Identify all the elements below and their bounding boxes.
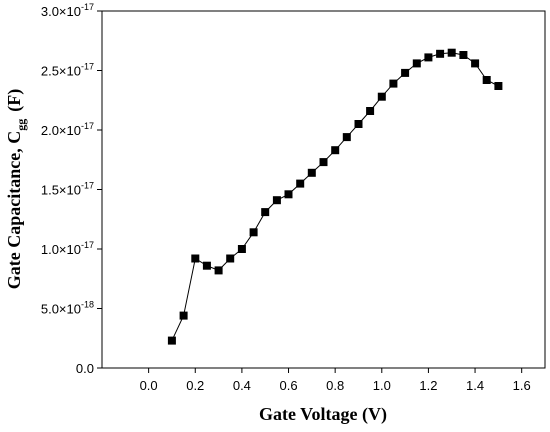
data-point bbox=[167, 336, 176, 345]
data-point bbox=[354, 120, 363, 128]
y-axis-title-main: Gate Capacitance, C bbox=[4, 131, 24, 289]
x-tick-label: 0.0 bbox=[140, 378, 158, 393]
data-point bbox=[296, 179, 305, 188]
y-tick-label: 1.5×10-17 bbox=[41, 181, 94, 198]
y-tick-exponent: -18 bbox=[81, 300, 94, 310]
y-axis-title-subscript: gg bbox=[14, 119, 28, 131]
y-axis-title: Gate Capacitance, Cgg (F) bbox=[4, 89, 28, 289]
data-point bbox=[331, 146, 340, 155]
y-tick-label: 2.0×10-17 bbox=[41, 121, 94, 138]
x-tick-label: 1.4 bbox=[466, 378, 484, 393]
data-series bbox=[167, 48, 503, 345]
y-axis-title-unit: (F) bbox=[4, 89, 25, 112]
y-tick-mantissa: 5.0×10 bbox=[41, 302, 81, 317]
data-point bbox=[226, 254, 235, 263]
x-tick-label: 1.6 bbox=[513, 378, 531, 393]
x-tick-label: 1.0 bbox=[373, 378, 391, 393]
data-point bbox=[377, 92, 386, 101]
data-point bbox=[202, 261, 211, 270]
x-axis-title: Gate Voltage (V) bbox=[259, 404, 387, 425]
y-tick-label: 0.0 bbox=[76, 361, 94, 376]
data-point bbox=[284, 190, 293, 199]
data-point bbox=[261, 208, 270, 217]
x-tick-label: 0.8 bbox=[326, 378, 344, 393]
y-axis-ticks: 0.05.0×10-181.0×10-171.5×10-172.0×10-172… bbox=[41, 2, 102, 376]
data-point bbox=[191, 254, 200, 263]
y-tick-exponent: -17 bbox=[81, 121, 94, 131]
y-tick-label: 1.0×10-17 bbox=[41, 240, 94, 257]
y-tick-exponent: -17 bbox=[81, 62, 94, 72]
data-point bbox=[401, 68, 410, 77]
y-tick-exponent: -17 bbox=[81, 2, 94, 12]
y-tick-mantissa: 2.5×10 bbox=[41, 64, 81, 79]
data-point bbox=[494, 82, 503, 90]
data-point bbox=[424, 53, 433, 62]
x-tick-label: 0.2 bbox=[186, 378, 204, 393]
data-point bbox=[237, 245, 246, 253]
y-tick-label: 2.5×10-17 bbox=[41, 62, 94, 79]
data-point bbox=[412, 59, 421, 68]
data-point bbox=[179, 311, 188, 320]
data-point bbox=[214, 266, 223, 275]
data-point bbox=[249, 228, 258, 237]
y-tick-exponent: -17 bbox=[81, 240, 94, 250]
data-point bbox=[366, 107, 375, 115]
y-tick-mantissa: 1.0×10 bbox=[41, 242, 81, 257]
y-tick-mantissa: 2.0×10 bbox=[41, 123, 81, 138]
x-tick-label: 0.4 bbox=[233, 378, 251, 393]
data-point bbox=[272, 196, 281, 205]
data-point bbox=[389, 79, 398, 88]
y-tick-exponent: -17 bbox=[81, 181, 94, 191]
data-point bbox=[482, 76, 491, 84]
data-point bbox=[342, 133, 351, 142]
y-tick-mantissa: 3.0×10 bbox=[41, 4, 81, 19]
y-tick-mantissa: 1.5×10 bbox=[41, 183, 81, 198]
data-point bbox=[319, 158, 328, 167]
y-tick-label: 3.0×10-17 bbox=[41, 2, 94, 19]
data-point bbox=[447, 48, 456, 57]
y-tick-label: 5.0×10-18 bbox=[41, 300, 94, 317]
data-point bbox=[436, 49, 445, 58]
y-tick-mantissa: 0.0 bbox=[76, 361, 94, 376]
x-tick-label: 1.2 bbox=[419, 378, 437, 393]
data-point bbox=[459, 51, 468, 59]
data-point bbox=[471, 59, 480, 68]
x-axis-ticks: 0.0 0.2 0.4 0.6 0.8 1.0 1.2 1.4 1.6 bbox=[140, 368, 531, 393]
series-line bbox=[171, 52, 499, 341]
x-tick-label: 0.6 bbox=[279, 378, 297, 393]
data-point bbox=[307, 168, 316, 177]
